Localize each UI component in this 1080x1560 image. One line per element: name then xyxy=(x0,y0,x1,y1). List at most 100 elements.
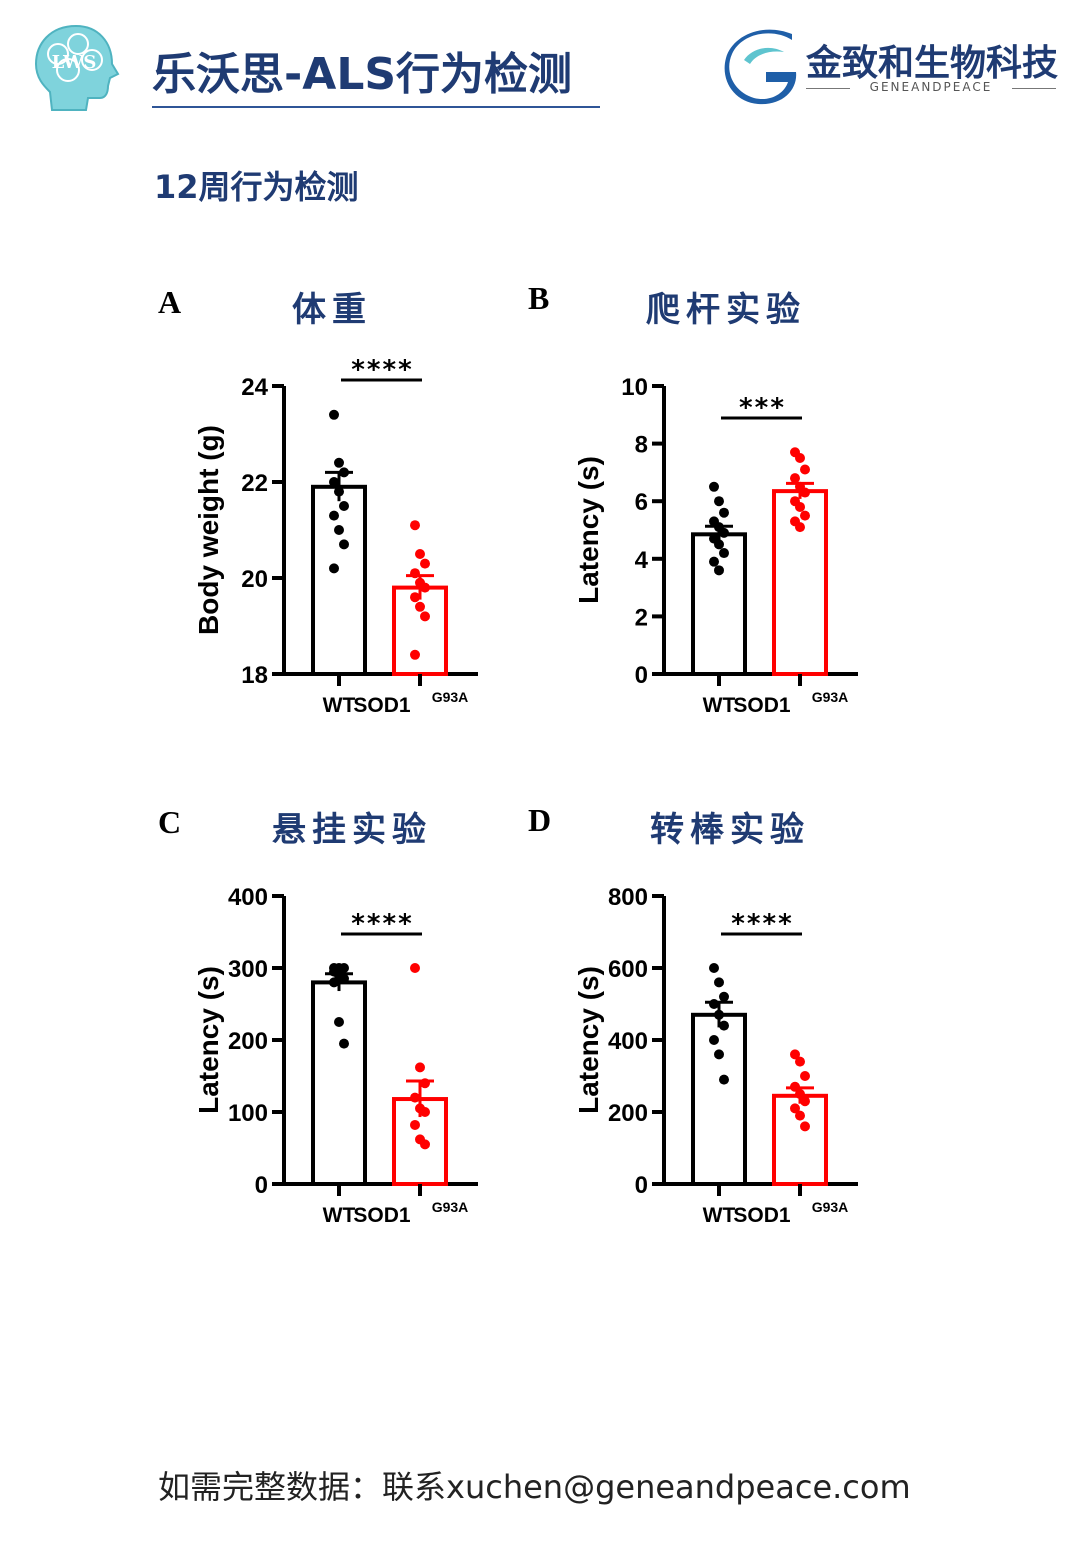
head-brain-icon: LWS xyxy=(34,24,120,111)
data-point xyxy=(334,486,344,497)
data-point xyxy=(709,1035,719,1045)
data-point xyxy=(339,467,349,478)
data-point xyxy=(714,539,724,550)
brand-subtitle: GENEANDPEACE xyxy=(806,80,1056,94)
data-point xyxy=(714,1049,724,1060)
bar-sod1 xyxy=(772,489,828,676)
y-axis-label: Latency (s) xyxy=(573,456,604,604)
data-point xyxy=(410,568,420,579)
panel-c-title: 悬挂实验 xyxy=(272,810,432,850)
data-point xyxy=(420,558,430,569)
data-point xyxy=(329,563,339,574)
panel-a-title: 体重 xyxy=(292,290,372,330)
data-point xyxy=(719,527,729,538)
data-point xyxy=(334,1017,344,1027)
data-point xyxy=(800,510,810,521)
y-tick-label: 20 xyxy=(241,566,268,593)
significance-stars: **** xyxy=(730,909,793,939)
data-point xyxy=(415,1062,425,1073)
data-point xyxy=(420,1139,430,1150)
data-point xyxy=(420,1078,430,1089)
y-tick-label: 200 xyxy=(608,1100,648,1127)
data-point xyxy=(719,507,729,518)
data-point xyxy=(334,525,344,535)
bar-sod1 xyxy=(392,585,448,677)
y-tick-label: 6 xyxy=(635,489,648,516)
data-point xyxy=(415,549,425,559)
data-point xyxy=(410,520,420,531)
data-point xyxy=(795,522,805,533)
data-point xyxy=(795,1056,805,1067)
bar-wt xyxy=(691,532,747,676)
data-point xyxy=(795,453,805,463)
data-point xyxy=(719,991,729,1002)
y-axis-label: Latency (s) xyxy=(193,966,224,1114)
brand-name: 金致和生物科技 xyxy=(806,42,1059,84)
y-axis-label: Body weight (g) xyxy=(193,425,224,635)
data-point xyxy=(709,556,719,567)
x-tick-label-superscript: G93A xyxy=(812,689,849,705)
data-point xyxy=(329,409,339,420)
y-tick-label: 600 xyxy=(608,956,648,983)
data-point xyxy=(790,1049,800,1060)
data-point xyxy=(329,977,339,988)
x-tick-label-sod1: SOD1 xyxy=(733,694,791,717)
logo-text: LWS xyxy=(52,52,97,73)
data-point xyxy=(420,611,430,622)
x-tick-label-wt: WT xyxy=(703,1204,736,1227)
y-tick-label: 400 xyxy=(608,1028,648,1055)
brand-g-icon xyxy=(724,29,797,105)
x-tick-label-sod1: SOD1 xyxy=(733,1204,791,1227)
lws-logo: LWS xyxy=(28,20,124,116)
panel-c-letter: C xyxy=(158,804,182,840)
y-tick-label: 400 xyxy=(228,884,268,911)
data-point xyxy=(790,1103,800,1114)
data-point xyxy=(719,1020,729,1031)
data-point xyxy=(339,963,349,973)
y-tick-label: 2 xyxy=(635,604,648,631)
y-tick-label: 0 xyxy=(255,1172,268,1199)
data-point xyxy=(415,601,425,612)
y-tick-label: 18 xyxy=(241,662,268,689)
data-point xyxy=(795,1089,805,1099)
x-tick-label-superscript: G93A xyxy=(432,689,469,705)
panel-b-letter: B xyxy=(528,280,550,316)
data-point xyxy=(339,973,349,984)
data-point xyxy=(800,464,810,475)
y-tick-label: 200 xyxy=(228,1028,268,1055)
page-title: 乐沃思-ALS行为检测 xyxy=(152,49,573,100)
data-point xyxy=(800,487,810,498)
x-tick-label-sod1: SOD1 xyxy=(353,1204,411,1227)
y-axis-label: Latency (s) xyxy=(573,966,604,1114)
data-point xyxy=(800,1071,810,1081)
y-tick-label: 100 xyxy=(228,1100,268,1127)
x-tick-label-superscript: G93A xyxy=(812,1199,849,1215)
y-tick-label: 0 xyxy=(635,1172,648,1199)
bar-wt xyxy=(691,1012,747,1186)
data-point xyxy=(420,1107,430,1117)
data-point xyxy=(790,473,800,484)
data-point xyxy=(420,582,430,593)
y-tick-label: 24 xyxy=(241,374,268,401)
x-tick-label-wt: WT xyxy=(703,694,736,717)
significance-stars: *** xyxy=(738,393,785,423)
data-point xyxy=(714,565,724,576)
brand-logo: 金致和生物科技 GENEANDPEACE xyxy=(722,26,1062,106)
section-title: 12周行为检测 xyxy=(154,168,359,206)
x-tick-label-wt: WT xyxy=(323,1204,356,1227)
bar-wt xyxy=(311,484,367,676)
panel-d-title: 转棒实验 xyxy=(650,810,810,850)
y-tick-label: 10 xyxy=(621,374,648,401)
data-point xyxy=(334,457,344,468)
x-tick-label-superscript: G93A xyxy=(432,1199,469,1215)
title-underline xyxy=(152,106,600,108)
data-point xyxy=(790,1081,800,1092)
panel-a-letter: A xyxy=(158,284,182,320)
data-point xyxy=(709,999,719,1009)
data-point xyxy=(410,1092,420,1103)
data-point xyxy=(709,481,719,492)
y-tick-label: 0 xyxy=(635,662,648,689)
